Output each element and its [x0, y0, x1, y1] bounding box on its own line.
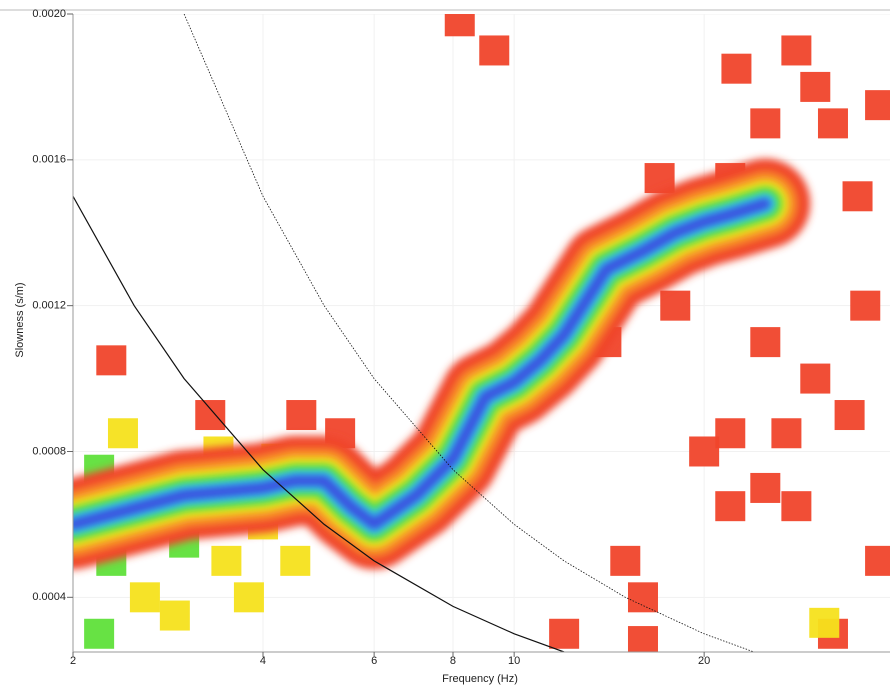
energy-cell	[781, 491, 812, 522]
energy-cell	[195, 400, 226, 431]
energy-cell	[129, 582, 160, 613]
energy-cell	[834, 400, 865, 431]
y-tick-label: 0.0016	[32, 154, 66, 166]
energy-cell	[627, 626, 658, 652]
energy-cell	[800, 363, 831, 394]
energy-cell	[750, 108, 781, 139]
ridge-band	[73, 197, 772, 531]
energy-cell	[549, 618, 580, 649]
x-tick-label: 8	[450, 655, 456, 667]
energy-cell	[159, 600, 190, 631]
y-tick-label: 0.0020	[32, 8, 66, 20]
overlay	[73, 14, 755, 652]
energy-cell	[610, 545, 641, 576]
energy-cell	[850, 290, 881, 321]
energy-cell	[781, 35, 812, 66]
energy-cell	[444, 14, 475, 37]
y-axis-label: Slowness (s/m)	[14, 282, 26, 357]
energy-cell	[800, 71, 831, 102]
x-tick-label: 20	[698, 655, 710, 667]
energy-cell	[286, 400, 317, 431]
energy-cell	[96, 345, 127, 376]
reference-curve	[183, 14, 755, 652]
x-axis-label: Frequency (Hz)	[442, 673, 518, 685]
energy-cell	[479, 35, 510, 66]
energy-cell	[660, 290, 691, 321]
energy-cell	[809, 607, 840, 638]
x-tick-label: 6	[371, 655, 377, 667]
energy-cell	[689, 436, 720, 467]
y-tick-label: 0.0012	[32, 300, 66, 312]
energy-cell	[721, 53, 752, 84]
energy-cell	[233, 582, 264, 613]
y-tick-label: 0.0008	[32, 445, 66, 457]
energy-cell	[715, 491, 746, 522]
energy-cell	[715, 418, 746, 449]
energy-cell	[84, 618, 115, 649]
energy-cell	[107, 418, 138, 449]
energy-cell	[211, 545, 242, 576]
energy-cell	[865, 545, 890, 576]
x-tick-label: 2	[70, 655, 76, 667]
energy-cell	[842, 181, 873, 212]
energy-cell	[817, 108, 848, 139]
energy-cell	[280, 545, 311, 576]
energy-cell	[627, 582, 658, 613]
y-tick-label: 0.0004	[32, 591, 66, 603]
energy-cell	[750, 472, 781, 503]
x-tick-label: 4	[260, 655, 266, 667]
energy-cell	[750, 327, 781, 358]
x-tick-label: 10	[508, 655, 520, 667]
heatmap	[73, 14, 890, 652]
energy-cell	[771, 418, 802, 449]
energy-cell	[865, 90, 890, 121]
reference-curve	[73, 196, 565, 652]
